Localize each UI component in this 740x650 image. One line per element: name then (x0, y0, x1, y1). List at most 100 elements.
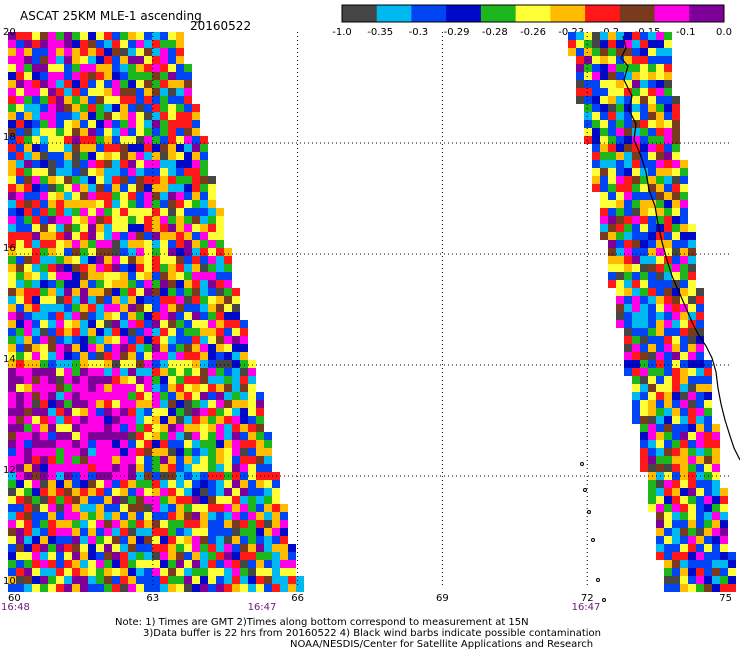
swath-cell (632, 200, 640, 208)
swath-cell (136, 480, 144, 488)
swath-cell (96, 416, 104, 424)
swath-cell (24, 448, 32, 456)
swath-cell (664, 368, 672, 376)
swath-cell (64, 520, 72, 528)
swath-cell (152, 512, 160, 520)
swath-cell (96, 488, 104, 496)
swath-cell (56, 72, 64, 80)
swath-cell (56, 120, 64, 128)
swath-cell (704, 448, 712, 456)
swath-cell (600, 176, 608, 184)
swath-cell (712, 568, 720, 576)
swath-cell (96, 256, 104, 264)
swath-cell (72, 256, 80, 264)
swath-cell (152, 424, 160, 432)
swath-cell (632, 416, 640, 424)
swath-cell (168, 248, 176, 256)
swath-cell (712, 464, 720, 472)
swath-cell (184, 240, 192, 248)
swath-cell (640, 384, 648, 392)
swath-cell (648, 496, 656, 504)
swath-cell (48, 96, 56, 104)
swath-cell (672, 328, 680, 336)
swath-cell (128, 320, 136, 328)
swath-cell (80, 360, 88, 368)
swath-cell (592, 56, 600, 64)
swath-cell (208, 336, 216, 344)
swath-cell (136, 136, 144, 144)
swath-cell (96, 424, 104, 432)
swath-cell (128, 64, 136, 72)
swath-cell (608, 224, 616, 232)
swath-cell (664, 320, 672, 328)
swath-cell (176, 368, 184, 376)
swath-cell (216, 504, 224, 512)
swath-cell (88, 360, 96, 368)
swath-cell (624, 240, 632, 248)
swath-cell (176, 408, 184, 416)
swath-cell (664, 104, 672, 112)
swath-cell (672, 520, 680, 528)
swath-cell (8, 312, 16, 320)
swath-cell (680, 408, 688, 416)
swath-cell (48, 296, 56, 304)
swath-cell (672, 240, 680, 248)
swath-cell (112, 536, 120, 544)
swath-cell (32, 40, 40, 48)
swath-cell (72, 552, 80, 560)
swath-cell (576, 32, 584, 40)
swath-cell (64, 584, 72, 592)
swath-cell (600, 56, 608, 64)
swath-cell (144, 296, 152, 304)
swath-cell (40, 448, 48, 456)
swath-cell (664, 136, 672, 144)
swath-cell (160, 216, 168, 224)
swath-cell (56, 104, 64, 112)
swath-cell (632, 360, 640, 368)
swath-cell (80, 368, 88, 376)
swath-cell (16, 424, 24, 432)
swath-cell (80, 56, 88, 64)
swath-cell (80, 296, 88, 304)
swath-cell (192, 416, 200, 424)
swath-cell (616, 232, 624, 240)
swath-cell (40, 496, 48, 504)
swath-cell (72, 496, 80, 504)
swath-cell (16, 48, 24, 56)
swath-cell (664, 344, 672, 352)
swath-cell (48, 88, 56, 96)
swath-cell (640, 224, 648, 232)
swath-cell (152, 152, 160, 160)
swath-cell (648, 352, 656, 360)
swath-cell (624, 40, 632, 48)
swath-cell (88, 288, 96, 296)
swath-cell (144, 344, 152, 352)
swath-cell (56, 96, 64, 104)
swath-cell (264, 576, 272, 584)
swath-cell (216, 552, 224, 560)
swath-cell (128, 208, 136, 216)
swath-cell (144, 512, 152, 520)
swath-cell (256, 440, 264, 448)
swath-cell (72, 48, 80, 56)
swath-cell (656, 536, 664, 544)
swath-cell (8, 328, 16, 336)
swath-cell (128, 528, 136, 536)
swath-cell (144, 168, 152, 176)
swath-cell (704, 504, 712, 512)
swath-cell (192, 272, 200, 280)
swath-cell (64, 432, 72, 440)
swath-cell (112, 336, 120, 344)
swath-cell (696, 320, 704, 328)
swath-cell (16, 64, 24, 72)
swath-cell (152, 416, 160, 424)
swath-cell (248, 528, 256, 536)
swath-cell (32, 496, 40, 504)
swath-cell (64, 424, 72, 432)
swath-cell (176, 168, 184, 176)
swath-cell (664, 112, 672, 120)
swath-cell (672, 464, 680, 472)
swath-cell (600, 192, 608, 200)
swath-cell (656, 96, 664, 104)
swath-cell (176, 560, 184, 568)
